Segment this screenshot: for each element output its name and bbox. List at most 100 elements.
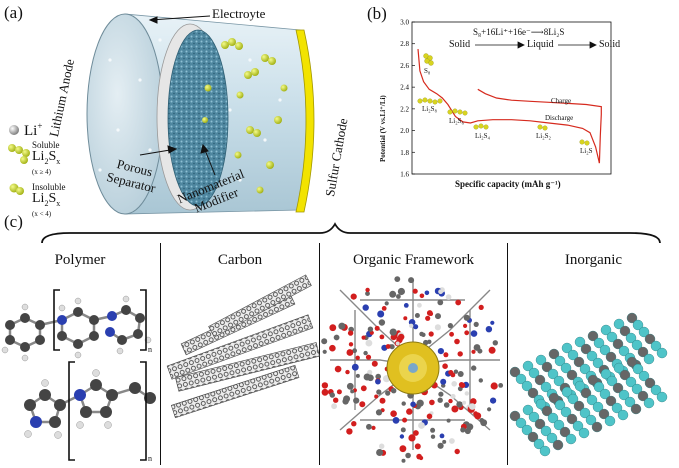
lattice-atom xyxy=(643,353,655,365)
framework-atom xyxy=(329,344,336,352)
framework-atom xyxy=(460,427,466,433)
legend-insoluble-title: Insoluble xyxy=(32,182,66,192)
lattice-atom xyxy=(521,380,533,392)
lattice-atom xyxy=(574,380,586,392)
framework-atom xyxy=(367,326,374,332)
framework-atom xyxy=(399,445,407,453)
framework-atom xyxy=(355,355,360,360)
lattice-atom xyxy=(522,404,534,416)
lattice-atom xyxy=(541,361,553,373)
framework-atom xyxy=(321,388,329,396)
legend-insoluble-balls xyxy=(9,183,24,195)
lattice-atom xyxy=(533,438,545,450)
framework-atom xyxy=(458,382,465,388)
framework-atom xyxy=(451,381,458,387)
lattice-atom xyxy=(592,401,604,413)
framework-atom xyxy=(399,434,405,439)
lattice-atom xyxy=(535,354,547,366)
framework-atom xyxy=(375,373,382,380)
framework-atom xyxy=(376,449,384,456)
framework-atom xyxy=(434,324,441,331)
lattice-atom xyxy=(606,331,618,343)
framework-atom xyxy=(367,369,373,375)
nanotube-5 xyxy=(208,274,312,338)
lattice-atom xyxy=(619,325,631,337)
lattice-atom xyxy=(638,326,650,338)
framework-atom xyxy=(385,390,391,396)
legend-li-ball xyxy=(9,125,19,135)
framework-atom xyxy=(362,304,369,311)
category-polymer: Polymer xyxy=(54,252,106,268)
reaction-equation: S₈+16Li⁺+16e⁻⟶8Li₂S xyxy=(473,27,565,37)
framework-atom xyxy=(429,399,435,406)
framework-atom xyxy=(417,302,422,308)
divider-1 xyxy=(160,243,161,465)
framework-atom xyxy=(462,400,467,405)
lattice-atom xyxy=(580,387,592,399)
discharge-label: Discharge xyxy=(545,114,574,122)
framework-atom xyxy=(478,304,484,310)
framework-atom xyxy=(345,369,350,375)
framework-atom xyxy=(391,388,397,394)
framework-atom xyxy=(437,397,443,403)
lattice-atom xyxy=(598,408,610,420)
legend-insoluble-x: x xyxy=(56,198,61,208)
framework-atom xyxy=(402,417,408,423)
species-li2s2: Li₂S₂ xyxy=(536,132,551,140)
lattice-atom xyxy=(528,367,540,379)
lattice-atom xyxy=(593,337,605,349)
framework-atom xyxy=(456,401,463,408)
framework-atom xyxy=(445,294,452,300)
lattice-atom xyxy=(565,433,577,445)
lattice-atom xyxy=(566,413,578,425)
lattice-atom xyxy=(618,389,630,401)
lattice-atom xyxy=(554,399,566,411)
voltage-profile-chart: 1.6 1.8 2.0 2.2 2.4 2.6 2.8 3.0 xyxy=(400,19,612,179)
lattice-atom xyxy=(548,392,560,404)
lattice-atom xyxy=(613,318,625,330)
lattice-atom xyxy=(613,362,625,374)
nanotube-1 xyxy=(166,314,314,380)
framework-atom xyxy=(425,315,431,321)
framework-atom xyxy=(437,348,444,355)
lattice-atom xyxy=(643,397,655,409)
lattice-atom xyxy=(552,439,564,451)
lattice-atom xyxy=(591,421,603,433)
lattice-atom xyxy=(553,419,565,431)
framework-atom xyxy=(470,330,478,337)
framework-atom xyxy=(498,383,504,388)
lattice-atom xyxy=(612,338,624,350)
framework-atom xyxy=(464,391,469,396)
framework-atom xyxy=(394,276,401,282)
lattice-atom xyxy=(534,374,546,386)
framework-atom xyxy=(385,344,391,349)
framework-atom xyxy=(438,289,443,295)
framework-atom xyxy=(371,360,378,367)
x-axis-label: Specific capacity (mAh g⁻¹) xyxy=(455,179,561,189)
framework-atom xyxy=(371,425,376,430)
lattice-atom xyxy=(567,393,579,405)
framework-atom xyxy=(329,324,337,332)
lattice-atom xyxy=(567,349,579,361)
lattice-atom xyxy=(605,351,617,363)
framework-atom xyxy=(361,335,366,340)
lattice-atom xyxy=(626,312,638,324)
framework-atom xyxy=(424,290,430,296)
legend-li-text: Li+ xyxy=(24,121,42,140)
framework-atom xyxy=(430,427,436,433)
framework-atom xyxy=(390,410,397,418)
sulfur-species-clusters xyxy=(417,53,590,146)
framework-atom xyxy=(336,389,342,395)
framework-atom xyxy=(350,293,357,300)
framework-atom xyxy=(473,344,481,351)
framework-atom xyxy=(450,393,456,399)
framework-atom xyxy=(338,322,346,330)
framework-atom xyxy=(405,452,411,459)
framework-atom xyxy=(474,412,482,420)
species-li2s8: Li₂S₈ xyxy=(422,105,437,113)
framework-atom xyxy=(469,403,476,410)
species-li2s4: Li₂S₄ xyxy=(475,132,490,140)
